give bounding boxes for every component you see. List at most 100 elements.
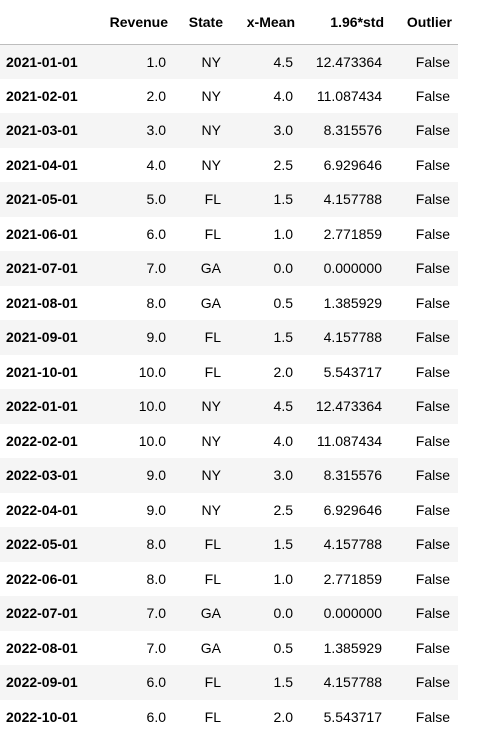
cell-state: GA: [174, 251, 229, 286]
row-index: 2022-10-01: [0, 700, 100, 735]
table-row: 2021-10-01 10.0 FL 2.0 5.543717 False: [0, 355, 458, 390]
row-index: 2022-07-01: [0, 596, 100, 631]
cell-state: FL: [174, 320, 229, 355]
cell-revenue: 7.0: [100, 596, 174, 631]
table-row: 2021-06-01 6.0 FL 1.0 2.771859 False: [0, 217, 458, 252]
cell-outlier: False: [390, 665, 458, 700]
cell-std: 4.157788: [301, 320, 390, 355]
cell-outlier: False: [390, 562, 458, 597]
cell-x-mean: 2.5: [229, 493, 301, 528]
cell-state: FL: [174, 355, 229, 390]
row-index: 2021-03-01: [0, 113, 100, 148]
table-row: 2022-06-01 8.0 FL 1.0 2.771859 False: [0, 562, 458, 597]
row-index: 2021-06-01: [0, 217, 100, 252]
cell-std: 4.157788: [301, 527, 390, 562]
table-row: 2021-03-01 3.0 NY 3.0 8.315576 False: [0, 113, 458, 148]
cell-state: FL: [174, 700, 229, 735]
cell-state: GA: [174, 596, 229, 631]
column-header-std: 1.96*std: [301, 0, 390, 44]
cell-x-mean: 2.0: [229, 355, 301, 390]
table-row: 2021-07-01 7.0 GA 0.0 0.000000 False: [0, 251, 458, 286]
cell-x-mean: 3.0: [229, 458, 301, 493]
cell-std: 1.385929: [301, 286, 390, 321]
table-row: 2022-04-01 9.0 NY 2.5 6.929646 False: [0, 493, 458, 528]
cell-outlier: False: [390, 113, 458, 148]
cell-x-mean: 0.5: [229, 286, 301, 321]
cell-revenue: 4.0: [100, 148, 174, 183]
row-index: 2021-01-01: [0, 44, 100, 79]
table-row: 2021-02-01 2.0 NY 4.0 11.087434 False: [0, 79, 458, 114]
cell-outlier: False: [390, 148, 458, 183]
cell-std: 1.385929: [301, 631, 390, 666]
table-row: 2022-03-01 9.0 NY 3.0 8.315576 False: [0, 458, 458, 493]
cell-x-mean: 0.0: [229, 596, 301, 631]
cell-state: NY: [174, 389, 229, 424]
row-index: 2022-08-01: [0, 631, 100, 666]
cell-outlier: False: [390, 44, 458, 79]
cell-state: FL: [174, 217, 229, 252]
cell-outlier: False: [390, 182, 458, 217]
cell-outlier: False: [390, 286, 458, 321]
cell-state: GA: [174, 631, 229, 666]
row-index: 2021-04-01: [0, 148, 100, 183]
cell-revenue: 7.0: [100, 631, 174, 666]
cell-x-mean: 4.0: [229, 79, 301, 114]
cell-std: 8.315576: [301, 113, 390, 148]
dataframe-table: Revenue State x-Mean 1.96*std Outlier 20…: [0, 0, 458, 734]
cell-std: 0.000000: [301, 251, 390, 286]
cell-outlier: False: [390, 389, 458, 424]
cell-outlier: False: [390, 217, 458, 252]
table-row: 2022-07-01 7.0 GA 0.0 0.000000 False: [0, 596, 458, 631]
row-index: 2021-08-01: [0, 286, 100, 321]
row-index: 2021-02-01: [0, 79, 100, 114]
cell-revenue: 6.0: [100, 665, 174, 700]
header-row: Revenue State x-Mean 1.96*std Outlier: [0, 0, 458, 44]
cell-std: 5.543717: [301, 700, 390, 735]
cell-revenue: 7.0: [100, 251, 174, 286]
row-index: 2021-07-01: [0, 251, 100, 286]
cell-x-mean: 4.0: [229, 424, 301, 459]
table-row: 2022-09-01 6.0 FL 1.5 4.157788 False: [0, 665, 458, 700]
cell-std: 6.929646: [301, 493, 390, 528]
cell-revenue: 9.0: [100, 320, 174, 355]
cell-state: NY: [174, 79, 229, 114]
table-body: 2021-01-01 1.0 NY 4.5 12.473364 False 2021-02-…: [0, 44, 458, 734]
table-row: 2022-02-01 10.0 NY 4.0 11.087434 False: [0, 424, 458, 459]
row-index: 2021-09-01: [0, 320, 100, 355]
cell-revenue: 9.0: [100, 493, 174, 528]
cell-std: 4.157788: [301, 182, 390, 217]
cell-std: 11.087434: [301, 79, 390, 114]
cell-revenue: 10.0: [100, 389, 174, 424]
cell-outlier: False: [390, 355, 458, 390]
cell-x-mean: 0.0: [229, 251, 301, 286]
cell-outlier: False: [390, 79, 458, 114]
column-header-x-mean: x-Mean: [229, 0, 301, 44]
cell-outlier: False: [390, 527, 458, 562]
row-index: 2022-01-01: [0, 389, 100, 424]
cell-state: NY: [174, 113, 229, 148]
cell-x-mean: 1.5: [229, 665, 301, 700]
table-row: 2021-09-01 9.0 FL 1.5 4.157788 False: [0, 320, 458, 355]
cell-x-mean: 1.5: [229, 527, 301, 562]
cell-std: 6.929646: [301, 148, 390, 183]
table-row: 2022-05-01 8.0 FL 1.5 4.157788 False: [0, 527, 458, 562]
cell-revenue: 1.0: [100, 44, 174, 79]
cell-outlier: False: [390, 700, 458, 735]
cell-state: FL: [174, 182, 229, 217]
cell-outlier: False: [390, 596, 458, 631]
cell-std: 2.771859: [301, 562, 390, 597]
cell-std: 5.543717: [301, 355, 390, 390]
cell-revenue: 10.0: [100, 424, 174, 459]
cell-state: NY: [174, 148, 229, 183]
cell-outlier: False: [390, 251, 458, 286]
cell-std: 4.157788: [301, 665, 390, 700]
cell-x-mean: 2.5: [229, 148, 301, 183]
row-index: 2022-09-01: [0, 665, 100, 700]
cell-outlier: False: [390, 424, 458, 459]
cell-std: 12.473364: [301, 44, 390, 79]
cell-revenue: 5.0: [100, 182, 174, 217]
row-index: 2021-10-01: [0, 355, 100, 390]
cell-revenue: 8.0: [100, 562, 174, 597]
table-row: 2021-04-01 4.0 NY 2.5 6.929646 False: [0, 148, 458, 183]
